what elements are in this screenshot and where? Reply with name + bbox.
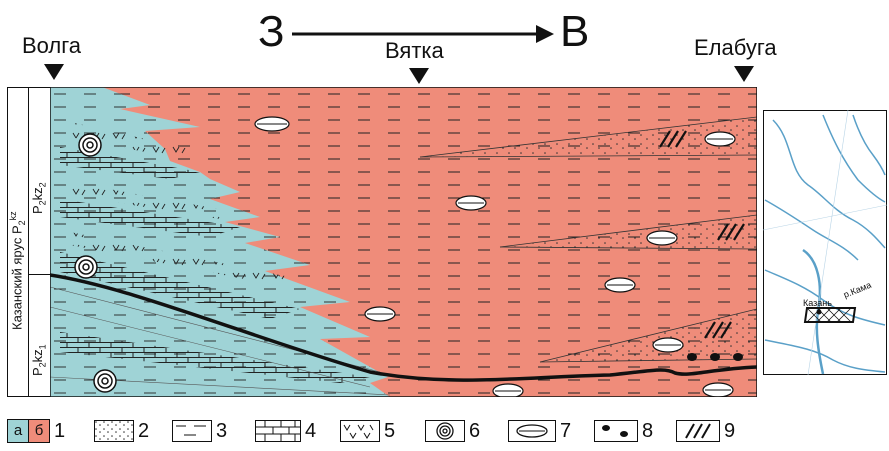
- west-label: З: [258, 7, 285, 56]
- strat-boundary-line: [28, 274, 51, 275]
- oolite-symbol: [74, 255, 98, 279]
- legend-item-4: 4: [255, 418, 316, 444]
- strat-column-divider: [28, 87, 29, 397]
- location-volga: Волга: [22, 33, 82, 58]
- legend-clay-symbol: [172, 420, 212, 442]
- legend-sand-symbol: [94, 420, 134, 442]
- legend-num-1: 1: [54, 419, 66, 442]
- legend-item-8: 8: [594, 418, 653, 444]
- stage-label: Казанский ярус P2kz: [8, 211, 27, 330]
- limestone-wedge-2: [60, 199, 240, 237]
- elabuga-marker: [734, 66, 754, 82]
- legend-num-7: 7: [560, 419, 572, 442]
- nodule-symbol: [687, 353, 743, 361]
- legend-item-5: 5: [340, 418, 395, 444]
- upper-substage-label: P2kz2: [30, 182, 48, 214]
- location-vyatka: Вятка: [385, 38, 444, 63]
- legend-oolite-symbol: [425, 420, 465, 442]
- legend-swatch-a: а: [7, 419, 29, 443]
- oolite-symbol: [93, 369, 117, 393]
- legend-hatch-symbol: [676, 420, 720, 442]
- legend-evaporite-symbol: [340, 420, 380, 442]
- location-elabuga: Елабуга: [694, 35, 777, 60]
- legend-item-7: 7: [508, 418, 571, 444]
- sand-wedge-2: [500, 215, 757, 249]
- substage-boundary: [50, 273, 757, 382]
- legend-item-1: а б 1: [7, 418, 65, 444]
- cross-section: [50, 87, 757, 397]
- evaporite-layer-1: [70, 122, 190, 159]
- legend-num-5: 5: [384, 419, 396, 442]
- legend-num-3: 3: [216, 419, 228, 442]
- legend-limestone-symbol: [255, 420, 301, 442]
- hatch-symbol: [659, 130, 745, 339]
- limestone-wedge-3: [60, 252, 300, 319]
- legend-num-4: 4: [305, 419, 317, 442]
- lower-substage-label: P2kz1: [30, 344, 48, 376]
- legend-num-9: 9: [724, 419, 736, 442]
- inset-map: Казань р.Кама: [763, 110, 887, 375]
- legend-item-2: 2: [94, 418, 149, 444]
- oolite-symbol: [78, 133, 102, 157]
- east-label: В: [560, 7, 590, 56]
- direction-arrow: [292, 25, 554, 43]
- legend-num-6: 6: [469, 419, 481, 442]
- volga-marker: [44, 64, 64, 80]
- evaporite-layer-3: [70, 232, 290, 285]
- legend-lens-symbol: [508, 420, 556, 442]
- legend-item-6: 6: [425, 418, 480, 444]
- legend-num-8: 8: [642, 419, 654, 442]
- legend-swatch-b: б: [29, 419, 50, 443]
- map-city-label: Казань: [803, 298, 832, 308]
- evaporite-layer-2: [70, 182, 235, 219]
- legend-nodule-symbol: [594, 420, 638, 442]
- vyatka-marker: [409, 68, 429, 84]
- limestone-wedge-4: [60, 332, 370, 383]
- legend-item-9: 9: [676, 418, 735, 444]
- legend-item-3: 3: [172, 418, 227, 444]
- legend-num-2: 2: [138, 419, 150, 442]
- study-area-rect: [803, 307, 857, 323]
